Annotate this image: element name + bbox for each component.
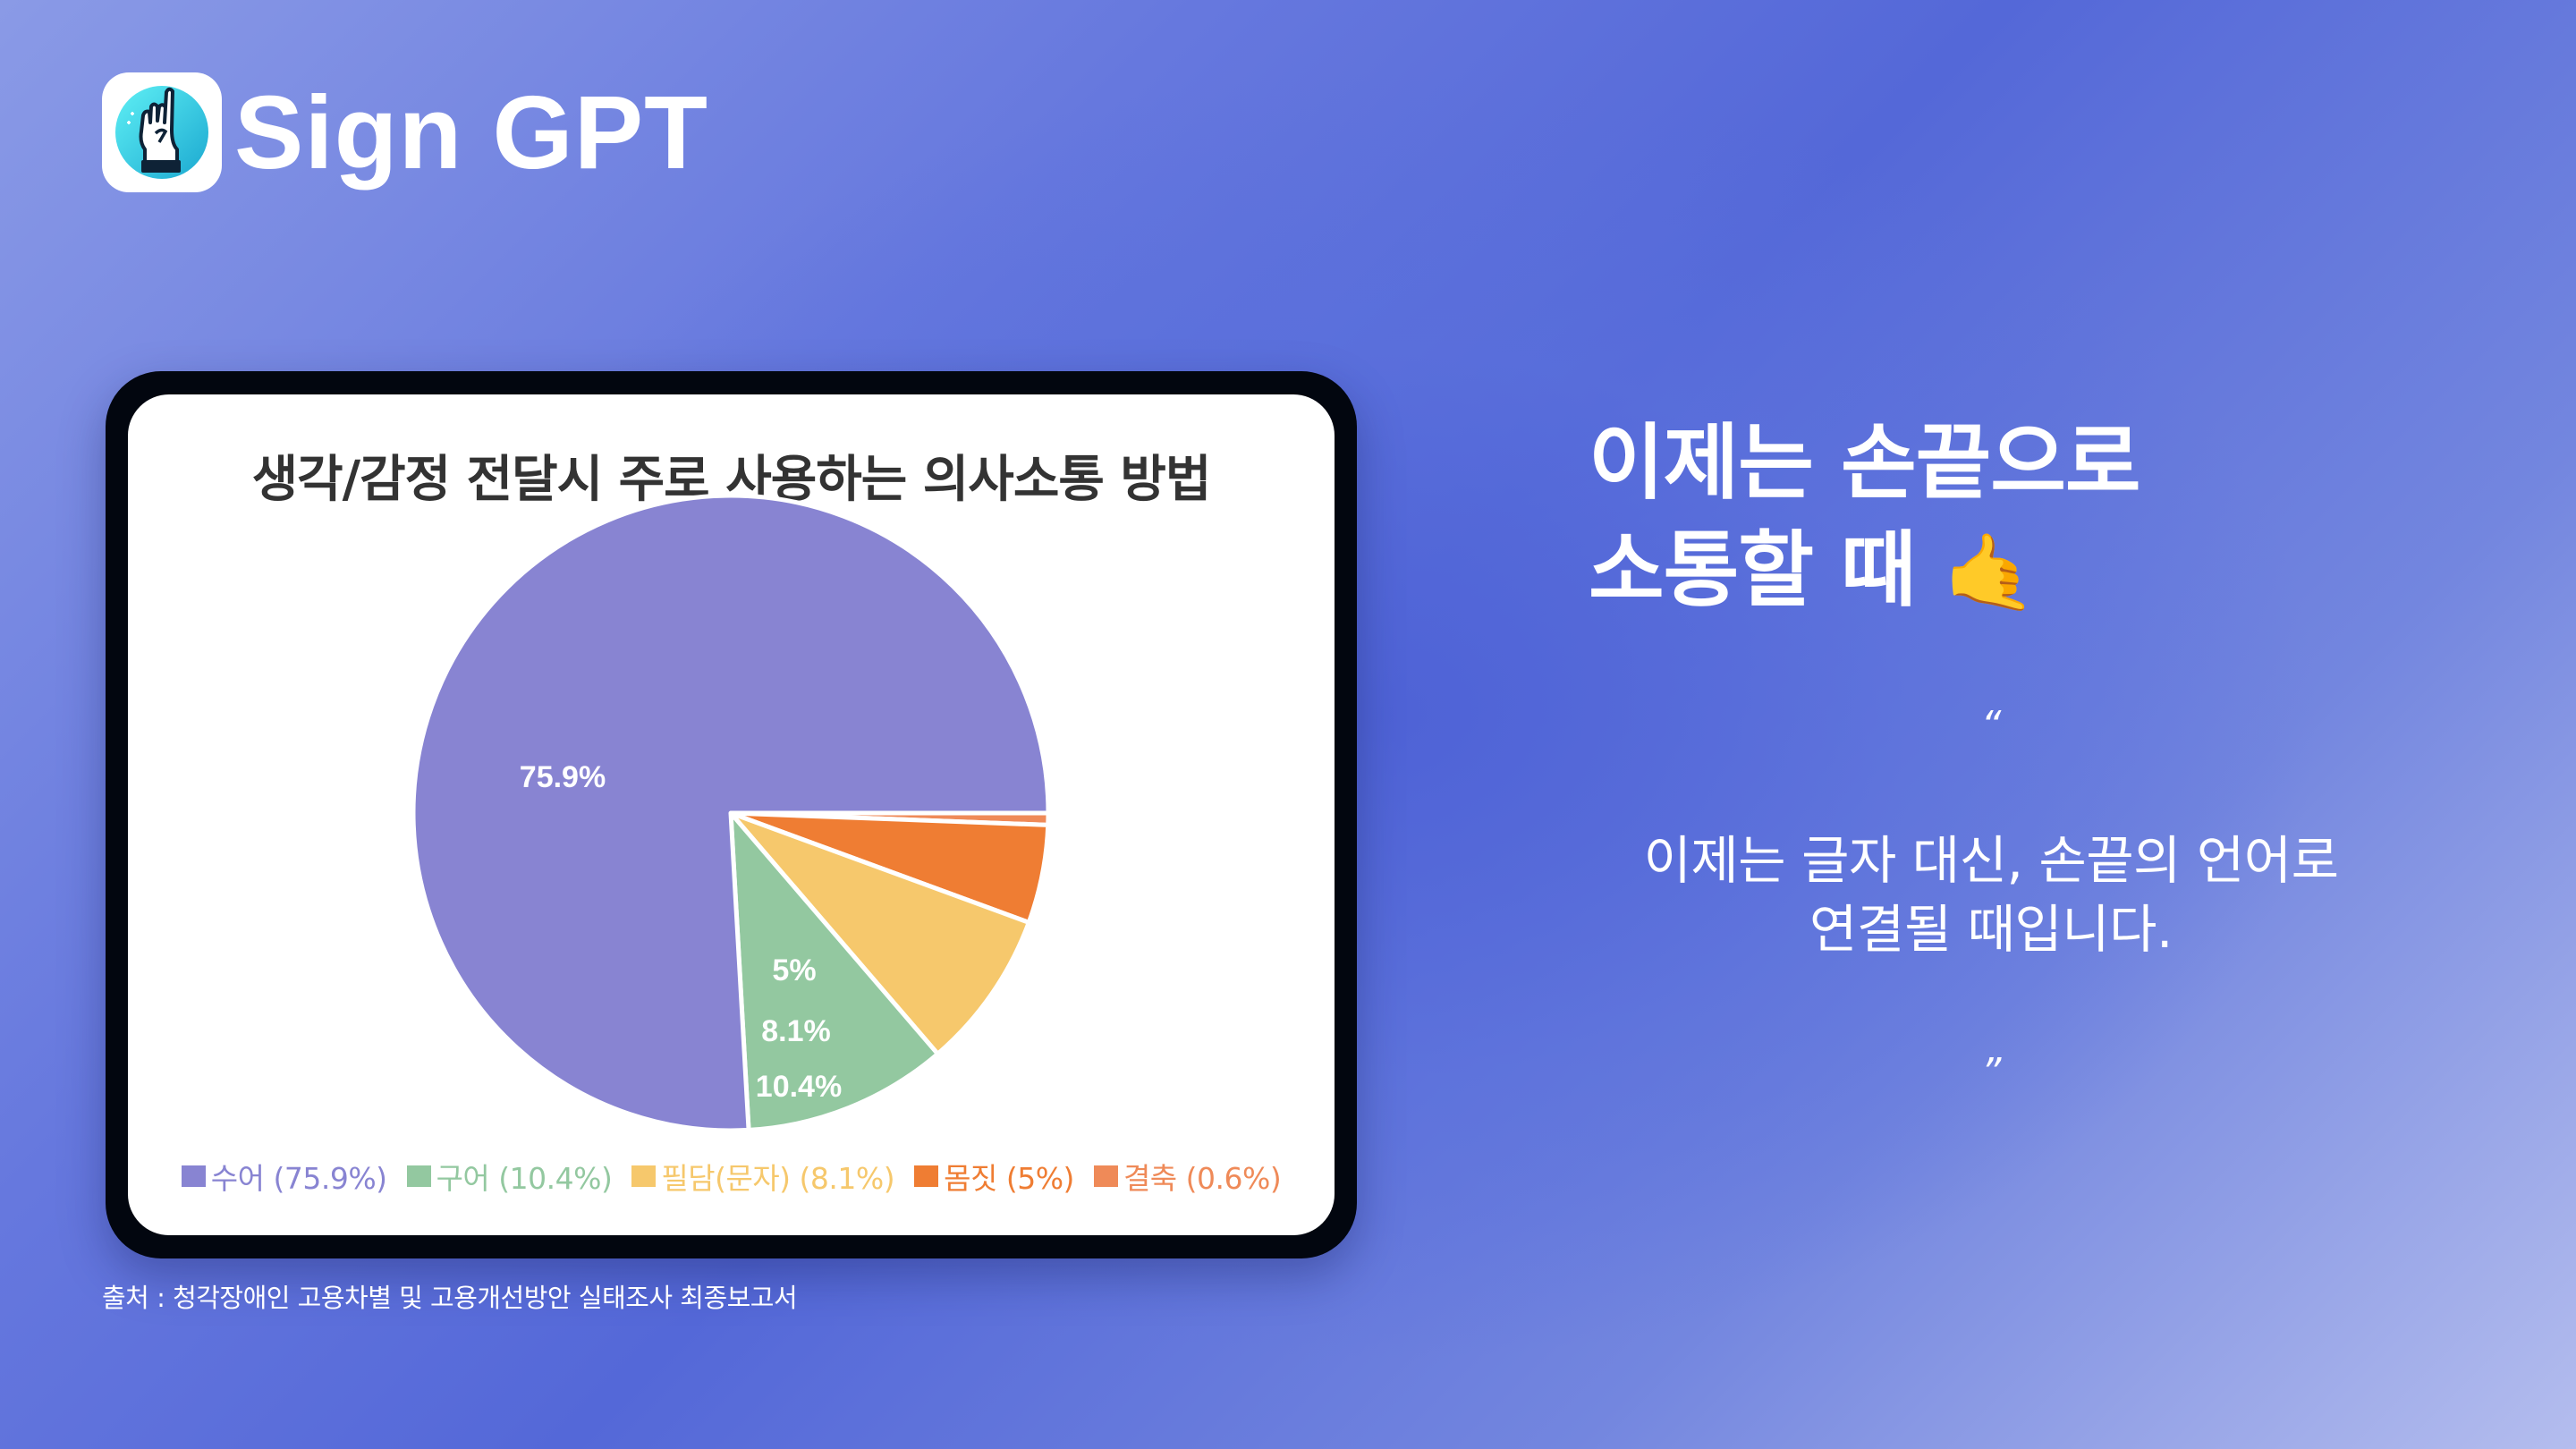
headline-line-2: 소통할 때 🤙 [1589, 517, 2140, 626]
call-me-hand-icon: 🤙 [1943, 529, 2038, 616]
pie-chart: 5% 8.1% 10.4% 75.9% [411, 493, 1051, 1133]
legend-label: 몸짓 (5%) [944, 1161, 1074, 1196]
open-quote-icon: “ [1980, 703, 2002, 749]
legend-label: 구어 (10.4%) [436, 1161, 613, 1196]
legend-swatch-icon [914, 1165, 939, 1187]
brand-logo: Sign GPT [102, 72, 708, 192]
quote-text: 이제는 글자 대신, 손끝의 언어로 연결될 때입니다. [1589, 826, 2394, 964]
legend-item[interactable]: 결축 (0.6%) [1093, 1155, 1282, 1198]
legend-item[interactable]: 필담(문자) (8.1%) [631, 1155, 895, 1198]
pie-slice[interactable] [728, 810, 940, 1132]
legend-swatch-icon [631, 1165, 657, 1187]
quote-line-1: 이제는 글자 대신, 손끝의 언어로 [1643, 830, 2339, 891]
slice-label: 10.4% [756, 1070, 842, 1104]
chart-card: 생각/감정 전달시 주로 사용하는 의사소통 방법 5% 8.1% 10.4% 75.… [128, 394, 1335, 1235]
slice-label: 75.9% [520, 760, 606, 794]
slice-label: 5% [772, 953, 816, 987]
legend-item[interactable]: 몸짓 (5%) [914, 1155, 1074, 1198]
legend-label: 수어 (75.9%) [210, 1161, 387, 1196]
quote-block: “ 이제는 글자 대신, 손끝의 언어로 연결될 때입니다. ” [1589, 707, 2394, 1093]
legend-item[interactable]: 구어 (10.4%) [406, 1155, 613, 1198]
close-quote-icon: ” [1980, 1050, 2002, 1096]
chart-legend: 수어 (75.9%) 구어 (10.4%) 필담(문자) (8.1%) 몸짓 (5%)… [128, 1155, 1335, 1198]
pie-slice[interactable] [728, 810, 1031, 1056]
legend-label: 필담(문자) (8.1%) [661, 1161, 895, 1196]
headline-line-2-text: 소통할 때 [1589, 522, 1917, 618]
legend-label: 결축 (0.6%) [1123, 1161, 1282, 1196]
legend-swatch-icon [406, 1165, 431, 1187]
brand-name: Sign GPT [234, 74, 708, 191]
headline: 이제는 손끝으로 소통할 때 🤙 [1589, 410, 2141, 626]
legend-item[interactable]: 수어 (75.9%) [181, 1155, 387, 1198]
chart-card-frame: 생각/감정 전달시 주로 사용하는 의사소통 방법 5% 8.1% 10.4% 75.… [106, 371, 1357, 1258]
headline-line-1: 이제는 손끝으로 [1589, 415, 2141, 511]
quote-line-2: 연결될 때입니다. [1809, 899, 2173, 960]
legend-swatch-icon [181, 1165, 206, 1187]
pie-slice[interactable] [411, 493, 1051, 1133]
source-citation: 출처 : 청각장애인 고용차별 및 고용개선방안 실태조사 최종보고서 [102, 1283, 798, 1313]
slice-label: 8.1% [761, 1014, 831, 1048]
sign-hand-icon [102, 72, 222, 192]
legend-swatch-icon [1093, 1165, 1118, 1187]
